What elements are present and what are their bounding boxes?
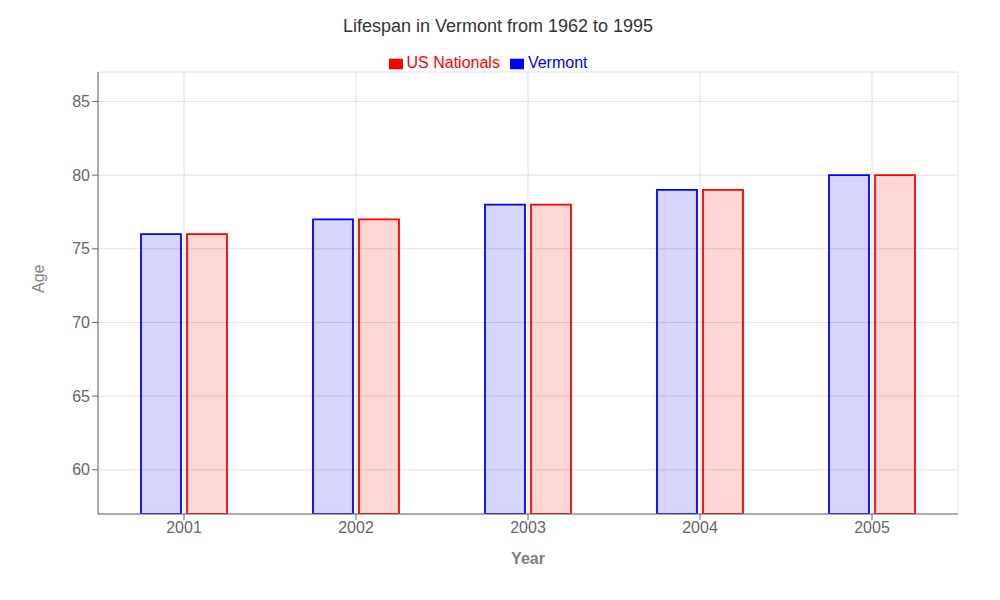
svg-text:60: 60 — [72, 461, 90, 478]
svg-text:2004: 2004 — [682, 519, 718, 536]
svg-text:2005: 2005 — [854, 519, 890, 536]
html-text:Lifespan in Vermont from 1962: Lifespan in Vermont from 1962 to 1995 — [342, 16, 654, 36]
html-text:Vermont: Vermont — [527, 54, 588, 71]
svg-text:85: 85 — [72, 93, 90, 110]
svg-text:2002: 2002 — [338, 519, 374, 536]
svg-text:65: 65 — [72, 388, 90, 405]
svg-text:80: 80 — [72, 167, 90, 184]
svg-text:Year: Year — [511, 550, 545, 567]
svg-text:75: 75 — [72, 240, 90, 257]
svg-text:2003: 2003 — [510, 519, 546, 536]
svg-text:2001: 2001 — [166, 519, 202, 536]
svg-text:70: 70 — [72, 314, 90, 331]
html-text:US Nationals: US Nationals — [406, 54, 500, 71]
svg-text:Age: Age — [30, 264, 47, 293]
